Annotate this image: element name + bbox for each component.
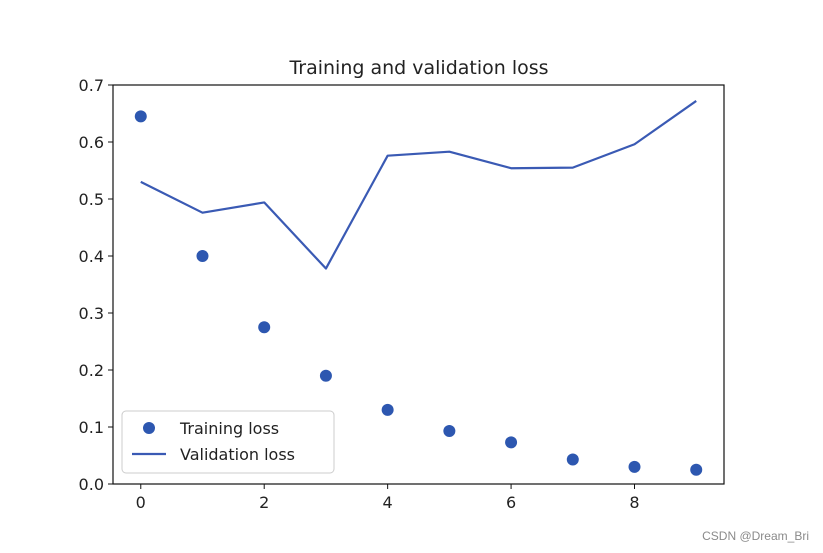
training-loss-point [319, 369, 332, 382]
y-tick-label: 0.1 [79, 418, 104, 437]
training-loss-point [690, 463, 703, 476]
y-tick-label: 0.0 [79, 475, 104, 494]
training-loss-point [505, 436, 518, 449]
watermark: CSDN @Dream_Bri [702, 529, 809, 543]
y-tick-label: 0.6 [79, 133, 104, 152]
y-tick-label: 0.2 [79, 361, 104, 380]
x-tick-label: 8 [629, 493, 639, 512]
legend-marker-swatch [143, 422, 155, 434]
training-loss-point [196, 250, 209, 262]
axes-frame [112, 84, 725, 485]
chart-title: Training and validation loss [288, 57, 548, 79]
training-loss-point [566, 453, 579, 466]
y-tick-label: 0.3 [79, 304, 104, 323]
training-loss-point [381, 403, 394, 416]
x-tick-label: 6 [506, 493, 516, 512]
legend-box [121, 410, 335, 474]
training-loss-point [628, 460, 641, 473]
training-loss-point [258, 321, 271, 334]
legend-label: Training loss [179, 419, 279, 438]
y-tick-label: 0.5 [79, 190, 104, 209]
x-tick-label: 4 [383, 493, 393, 512]
plot-area: 0.0 0.1 0.2 0.3 0.4 0.5 0.6 0.7 0 2 4 6 8 Training lo… [79, 76, 725, 512]
x-tick-label: 0 [136, 493, 146, 512]
legend-label: Validation loss [180, 445, 295, 464]
x-tick-label: 2 [259, 493, 269, 512]
training-loss-point [134, 110, 147, 123]
training-loss-point [443, 424, 456, 437]
y-tick-label: 0.4 [79, 247, 104, 266]
y-tick-label: 0.7 [79, 76, 104, 95]
validation-loss-line [140, 100, 697, 270]
